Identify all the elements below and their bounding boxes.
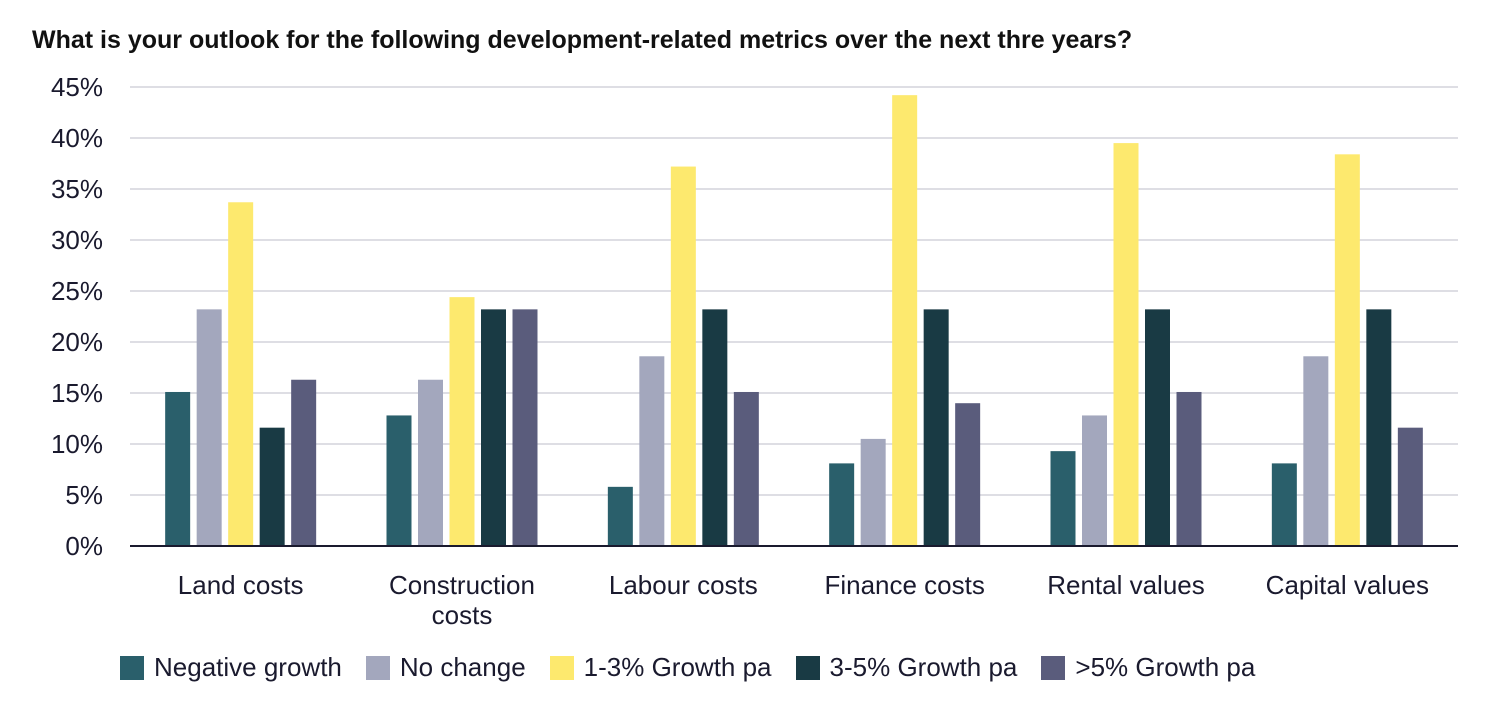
bar (702, 309, 728, 546)
bar (1397, 427, 1423, 546)
legend-label: 1-3% Growth pa (583, 652, 772, 682)
bar (860, 438, 886, 546)
legend-swatch (549, 655, 574, 680)
x-tick-label: Rental values (1047, 570, 1205, 600)
x-tick-label: Land costs (177, 570, 304, 600)
bar (481, 309, 506, 546)
bar (291, 379, 317, 546)
legend-label: 3-5% Growth pa (829, 652, 1018, 682)
legend-label: >5% Growth pa (1075, 652, 1256, 682)
bar (1050, 451, 1076, 546)
legend-item: Negative growth (120, 652, 342, 683)
legend-item: 3-5% Growth pa (795, 652, 1018, 683)
y-tick-label: 10% (51, 429, 103, 459)
chart-title: What is your outlook for the following d… (32, 26, 1133, 54)
legend-item: 1-3% Growth pa (549, 652, 772, 683)
bar (1303, 356, 1329, 546)
y-tick-label: 45% (51, 72, 103, 102)
bar (1176, 391, 1202, 546)
bar (1366, 309, 1392, 546)
y-tick-label: 15% (51, 378, 103, 408)
bar (449, 297, 475, 546)
bar (639, 356, 665, 546)
bar (196, 309, 222, 546)
legend-label: Negative growth (154, 652, 342, 682)
bar (1113, 143, 1139, 546)
bar (386, 415, 412, 546)
legend: Negative growth No change 1-3% Growth pa 3-… (120, 652, 1255, 683)
bar (733, 391, 759, 546)
y-tick-label: 35% (51, 174, 103, 204)
bar (955, 403, 981, 546)
bar (829, 463, 855, 546)
y-tick-label: 25% (51, 276, 103, 306)
legend-item: >5% Growth pa (1041, 652, 1255, 683)
bar (670, 166, 696, 546)
legend-swatch (795, 655, 820, 680)
y-tick-label: 30% (51, 225, 103, 255)
y-tick-label: 0% (65, 531, 103, 561)
legend-label: No change (399, 652, 526, 682)
x-tick-label: Finance costs (824, 570, 985, 600)
bar (607, 486, 633, 546)
bar (165, 391, 191, 546)
bar (1145, 309, 1170, 546)
bar (259, 427, 285, 546)
legend-swatch (365, 655, 390, 680)
y-tick-label: 5% (65, 480, 103, 510)
x-tick-label: Construction costs (389, 570, 535, 630)
y-tick-label: 40% (51, 123, 103, 153)
bar (1082, 415, 1107, 546)
bar (923, 309, 949, 546)
bar (1334, 154, 1360, 546)
legend-swatch (120, 655, 144, 680)
legend-item: No change (365, 652, 526, 683)
bar (892, 95, 918, 546)
bar (228, 202, 254, 546)
x-tick-label: Capital values (1265, 570, 1429, 600)
legend-swatch (1041, 655, 1066, 680)
bar (1271, 463, 1297, 546)
y-tick-label: 20% (51, 327, 103, 357)
bar (418, 379, 443, 546)
x-tick-label: Labour costs (608, 570, 758, 600)
bar (512, 309, 538, 546)
